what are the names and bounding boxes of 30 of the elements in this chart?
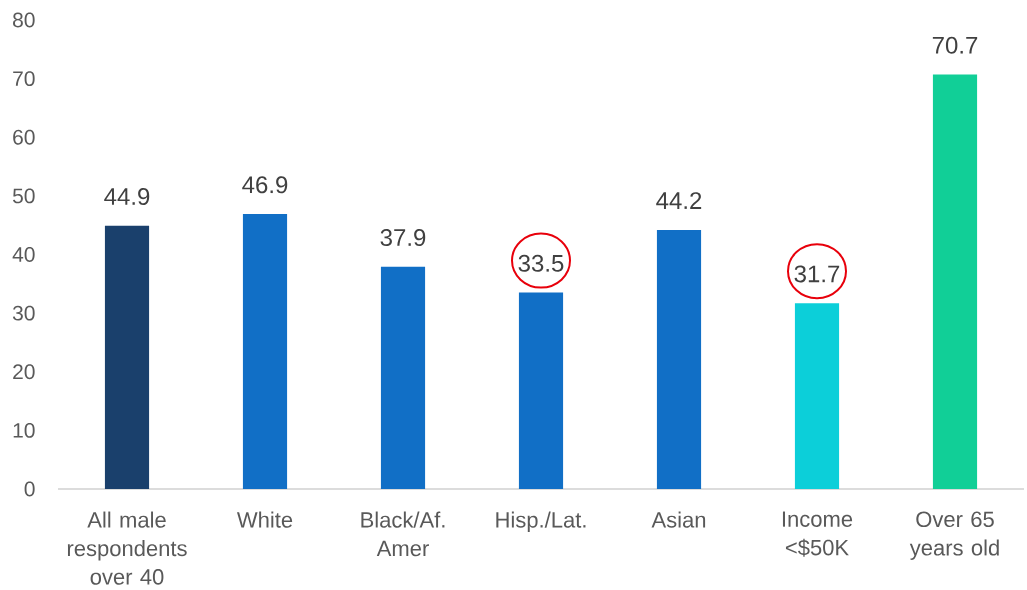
y-tick-label: 0 [24,481,35,497]
y-tick-label: 60 [13,129,35,145]
x-tick-label: All male respondents over 40 [67,511,187,585]
x-tick-label: Black/Af. Amer [361,511,445,557]
data-label: 33.5 [518,254,564,272]
bar [242,214,288,489]
data-label: 70.7 [932,36,978,54]
bar [656,229,702,489]
bar [932,74,978,489]
x-tick-label: White [236,511,293,528]
data-label: 37.9 [380,229,426,247]
data-label: 44.2 [656,192,702,209]
x-tick-label: Asian [651,511,706,528]
data-label: 46.9 [242,176,288,194]
y-tick-label: 40 [12,247,35,262]
y-tick-label: 50 [12,188,35,204]
y-tick-label: 70 [13,71,35,87]
y-tick-label: 20 [13,364,35,380]
bar [380,266,426,489]
y-tick-label: 30 [12,305,35,321]
bar [104,225,150,489]
x-tick-label: Hisp./Lat. [496,511,586,533]
y-tick-label: 80 [13,12,35,28]
data-label: 44.9 [104,188,150,206]
y-tick-label: 10 [13,422,35,438]
data-label: 31.7 [794,265,840,283]
bar [794,303,840,489]
x-tick-label: Income <$50K [782,511,853,557]
x-tick-label: Over 65 years old [909,511,999,560]
bar [518,292,564,489]
